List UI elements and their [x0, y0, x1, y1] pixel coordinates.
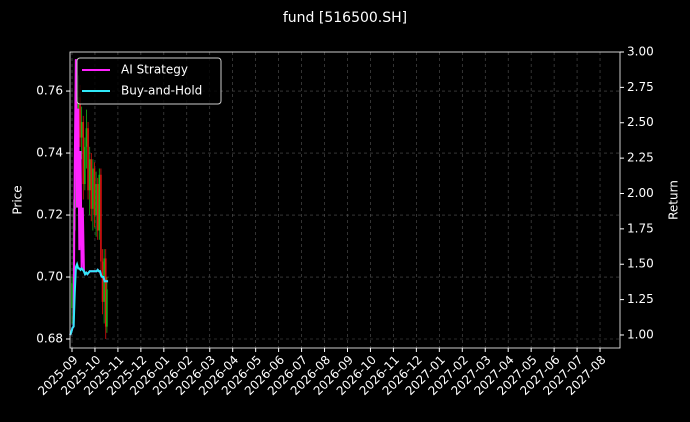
y2-tick-label: 2.50 — [627, 115, 654, 129]
candle-body — [101, 261, 104, 302]
y2-tick-label: 2.75 — [627, 80, 654, 94]
y-tick-label: 0.74 — [36, 146, 63, 160]
series-line — [69, 261, 109, 336]
y2-axis-label: Return — [667, 180, 681, 220]
legend-label: Buy-and-Hold — [121, 84, 202, 98]
y-axis-label: Price — [11, 185, 25, 214]
y2-tick-label: 2.25 — [627, 151, 654, 165]
candle-body — [90, 159, 93, 209]
candle-body — [85, 128, 88, 147]
legend-box — [76, 57, 222, 105]
legend-label: AI Strategy — [121, 63, 188, 77]
candle-body — [82, 122, 85, 185]
candle-body — [87, 128, 89, 191]
y-tick-label: 0.72 — [36, 208, 63, 222]
y2-tick-label: 1.25 — [627, 292, 654, 306]
candle-body — [93, 168, 96, 216]
y2-tick-label: 1.75 — [627, 221, 654, 235]
plot-frame — [69, 51, 621, 349]
y-tick-label: 0.70 — [36, 270, 63, 284]
candle-body — [79, 97, 81, 138]
candle-body — [84, 146, 86, 185]
candle-body — [96, 184, 99, 231]
candle-body — [98, 174, 101, 231]
y2-tick-label: 2.00 — [627, 186, 654, 200]
candle-body — [95, 184, 97, 216]
y-tick-label: 0.68 — [36, 332, 63, 346]
candle-body — [80, 122, 83, 138]
y2-tick-label: 1.50 — [627, 257, 654, 271]
y-tick-label: 0.76 — [36, 84, 63, 98]
y2-tick-label: 1.00 — [627, 327, 654, 341]
candle-body — [106, 289, 108, 327]
chart-title: fund [516500.SH] — [283, 10, 407, 26]
candle-body — [71, 283, 73, 309]
candle-body — [104, 258, 107, 327]
y2-tick-label: 3.00 — [627, 45, 654, 59]
candle-body — [92, 168, 94, 209]
candle-body — [100, 174, 102, 262]
candle-body — [88, 159, 91, 191]
